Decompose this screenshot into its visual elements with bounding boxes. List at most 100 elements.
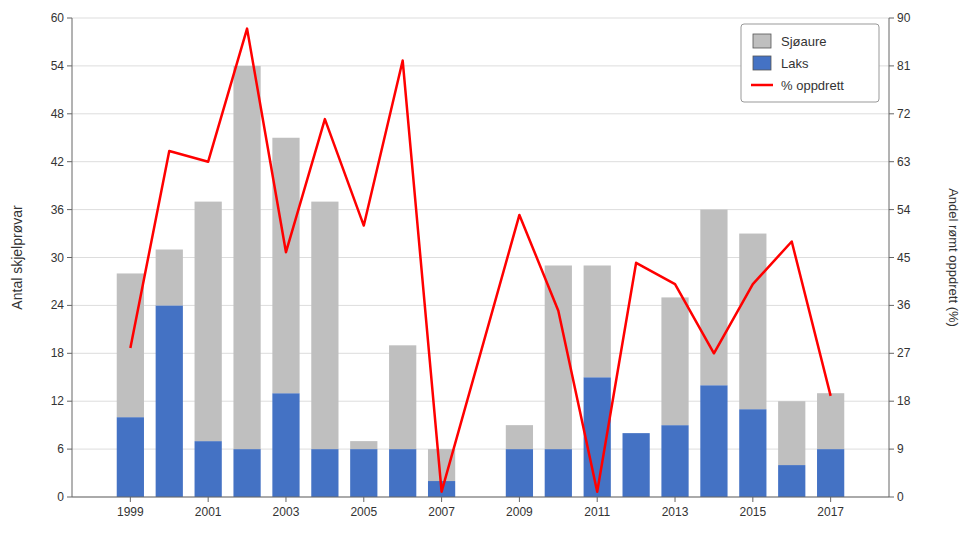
y-tick-label: 24	[51, 298, 65, 312]
y-tick	[67, 257, 72, 258]
y-tick-label: 12	[51, 394, 65, 408]
bar	[272, 393, 299, 497]
x-tick-label: 1999	[117, 505, 144, 519]
bar	[545, 449, 572, 497]
x-tick	[675, 497, 676, 502]
y-tick-label: 42	[51, 155, 65, 169]
grid-line	[72, 18, 889, 19]
y-tick	[67, 113, 72, 114]
bar	[233, 66, 260, 449]
x-tick	[830, 497, 831, 502]
y2-tick-label: 0	[897, 490, 904, 504]
y-tick-label: 18	[51, 346, 65, 360]
bar	[623, 433, 650, 497]
bar	[195, 202, 222, 442]
y2-tick-label: 63	[897, 155, 911, 169]
y-tick-label: 48	[51, 107, 65, 121]
grid-line	[72, 497, 889, 498]
x-tick	[752, 497, 753, 502]
x-tick-label: 2003	[273, 505, 300, 519]
y2-tick	[889, 401, 894, 402]
grid-line	[72, 161, 889, 162]
bar	[350, 441, 377, 449]
y2-tick-label: 36	[897, 298, 911, 312]
x-tick-label: 2011	[584, 505, 610, 519]
bar	[739, 409, 766, 497]
x-tick	[285, 497, 286, 502]
y-tick	[67, 401, 72, 402]
y2-tick-label: 9	[897, 442, 904, 456]
bar	[700, 385, 727, 497]
grid-line	[72, 113, 889, 114]
x-tick	[441, 497, 442, 502]
y2-tick-label: 27	[897, 346, 911, 360]
bar	[623, 433, 650, 434]
y-tick-label: 60	[51, 11, 65, 25]
data	[117, 29, 845, 497]
y-tick	[67, 449, 72, 450]
bar	[233, 449, 260, 497]
bar	[117, 417, 144, 497]
y-tick	[67, 353, 72, 354]
y2-tick-label: 90	[897, 11, 911, 25]
y2-tick	[889, 305, 894, 306]
y-tick	[67, 65, 72, 66]
y-axis-label: Antal skjelprøvar	[9, 205, 25, 310]
y2-tick	[889, 161, 894, 162]
y2-axis-label: Andel rømt oppdrett (%)	[946, 188, 961, 327]
y-tick	[67, 161, 72, 162]
bar	[584, 265, 611, 377]
y2-tick	[889, 449, 894, 450]
bar	[778, 465, 805, 497]
bar	[700, 210, 727, 386]
x-tick-label: 2013	[662, 505, 689, 519]
y2-tick	[889, 65, 894, 66]
chart: 0612182430364248546009182736455463728190…	[0, 0, 967, 543]
bar	[661, 297, 688, 425]
y2-tick-label: 45	[897, 251, 911, 265]
legend-label: Laks	[781, 56, 809, 71]
y2-axis-line	[889, 18, 890, 497]
y-tick-label: 54	[51, 59, 65, 73]
x-tick-label: 2017	[817, 505, 844, 519]
bar	[156, 250, 183, 306]
x-tick-label: 2015	[739, 505, 766, 519]
bar	[506, 449, 533, 497]
legend-label: % oppdrett	[781, 78, 844, 93]
y2-tick-label: 81	[897, 59, 911, 73]
y2-tick-label: 18	[897, 394, 911, 408]
legend-label: Sjøaure	[781, 34, 827, 49]
x-tick-label: 2007	[428, 505, 455, 519]
x-axis-line	[72, 497, 889, 498]
bar	[350, 449, 377, 497]
axes: 0612182430364248546009182736455463728190…	[51, 11, 911, 519]
bar	[389, 345, 416, 449]
bar	[156, 305, 183, 497]
y-tick-label: 30	[51, 251, 65, 265]
y-tick	[67, 209, 72, 210]
x-tick	[208, 497, 209, 502]
y2-tick	[889, 497, 894, 498]
bar	[817, 393, 844, 449]
y-tick	[67, 305, 72, 306]
bar	[311, 202, 338, 449]
y-axis-line	[72, 18, 73, 497]
legend-box	[741, 24, 879, 102]
x-tick	[519, 497, 520, 502]
bar	[311, 449, 338, 497]
line	[130, 29, 830, 492]
y2-tick-label: 72	[897, 107, 911, 121]
bar	[506, 425, 533, 449]
y2-tick	[889, 209, 894, 210]
y2-tick-label: 54	[897, 203, 911, 217]
bar	[272, 138, 299, 393]
y-tick-label: 0	[57, 490, 64, 504]
x-tick	[597, 497, 598, 502]
bar	[389, 449, 416, 497]
x-tick	[363, 497, 364, 502]
bar	[817, 449, 844, 497]
bar	[739, 234, 766, 410]
legend-swatch	[751, 84, 773, 87]
x-tick-label: 2009	[506, 505, 533, 519]
y2-tick	[889, 257, 894, 258]
